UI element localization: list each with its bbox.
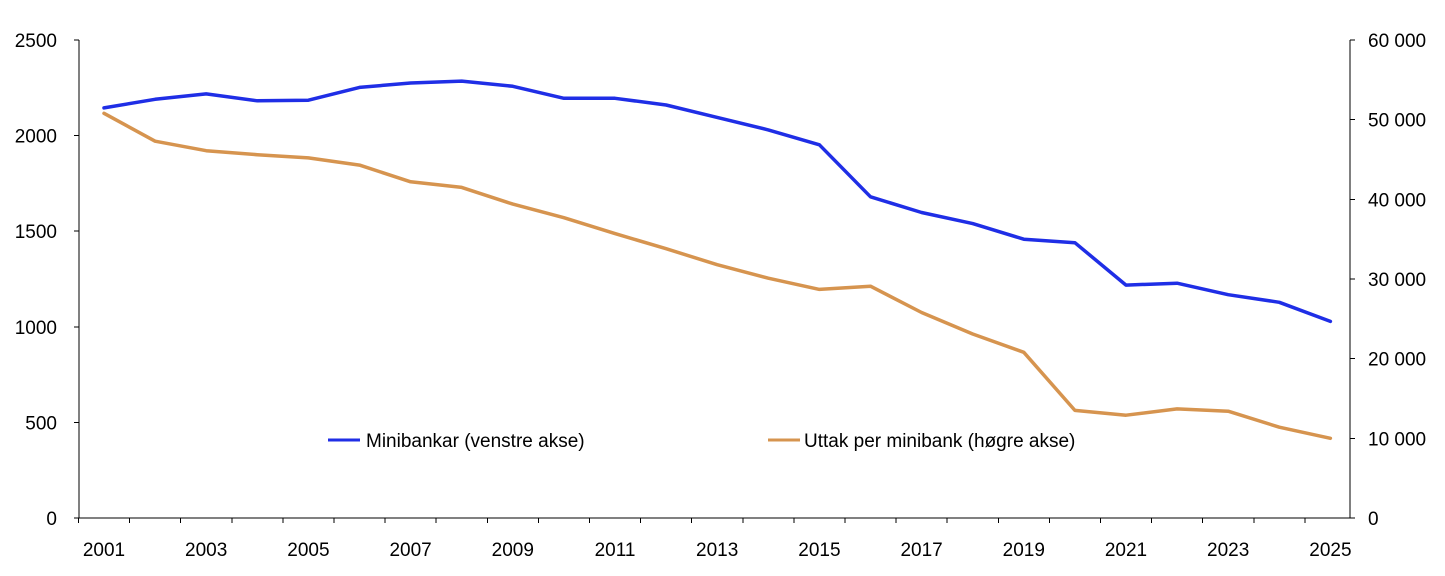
- right-y-tick-label: 60 000: [1368, 31, 1426, 52]
- left-y-tick-label: 1000: [15, 318, 57, 339]
- left-y-tick-label: 500: [25, 413, 57, 434]
- legend-label-uttak: Uttak per minibank (høgre akse): [804, 431, 1075, 452]
- right-y-tick-label: 40 000: [1368, 190, 1426, 211]
- right-y-tick-label: 0: [1368, 509, 1379, 530]
- x-tick-label: 2005: [287, 540, 329, 561]
- left-y-tick-label: 2500: [15, 31, 57, 52]
- x-tick-label: 2009: [492, 540, 534, 561]
- legend-label-minibankar: Minibankar (venstre akse): [366, 431, 585, 452]
- series-line-uttak: [102, 111, 1333, 441]
- legend: Minibankar (venstre akse) Uttak per mini…: [328, 431, 1075, 452]
- x-tick-label: 2015: [798, 540, 840, 561]
- x-tick-label: 2019: [1003, 540, 1045, 561]
- right-y-tick-label: 20 000: [1368, 350, 1426, 371]
- series-line-minibankar: [102, 79, 1333, 324]
- x-tick-label: 2007: [389, 540, 431, 561]
- x-tick-label: 2013: [696, 540, 738, 561]
- x-tick-label: 2021: [1105, 540, 1147, 561]
- x-tick-label: 2017: [900, 540, 942, 561]
- x-tick-label: 2003: [185, 540, 227, 561]
- left-y-tick-label: 1500: [15, 222, 57, 243]
- left-y-tick-label: 0: [46, 509, 57, 530]
- x-tick-label: 2025: [1309, 540, 1351, 561]
- x-tick-label: 2001: [83, 540, 125, 561]
- left-y-tick-label: 2000: [15, 127, 57, 148]
- right-y-tick-label: 50 000: [1368, 111, 1426, 132]
- axes: 0 500 1000 1500 2000 2500 0 10 000 20 000 30 000 4…: [15, 31, 1426, 561]
- right-y-tick-label: 30 000: [1368, 270, 1426, 291]
- series-layer: [102, 79, 1333, 441]
- x-tick-label: 2023: [1207, 540, 1249, 561]
- right-y-tick-label: 10 000: [1368, 429, 1426, 450]
- x-tick-label: 2011: [595, 540, 636, 561]
